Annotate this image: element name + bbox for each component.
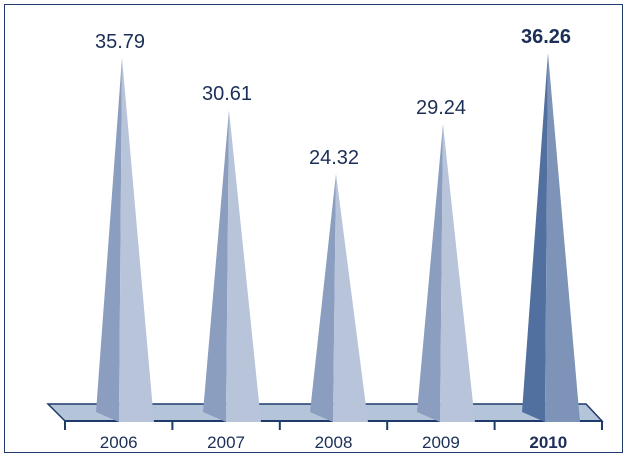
bar-face-right bbox=[119, 57, 154, 423]
bar-2009 bbox=[417, 124, 475, 422]
value-label-2009: 29.24 bbox=[416, 97, 466, 119]
value-label-2010: 36.26 bbox=[521, 26, 571, 48]
category-labels-group: 2006 2007 2008 2009 2010 bbox=[100, 433, 567, 452]
bar-face-left bbox=[96, 57, 122, 423]
bar-face-right bbox=[226, 110, 261, 422]
category-label-2010: 2010 bbox=[529, 433, 567, 452]
bar-2008 bbox=[310, 173, 368, 422]
category-label-2007: 2007 bbox=[207, 433, 245, 452]
value-label-2007: 30.61 bbox=[202, 83, 252, 105]
bar-face-left bbox=[417, 124, 443, 422]
category-label-2009: 2009 bbox=[422, 433, 460, 452]
bar-face-right bbox=[333, 173, 368, 422]
value-labels-group: 35.79 30.61 24.32 29.24 36.26 bbox=[95, 26, 571, 169]
bar-2006 bbox=[96, 57, 154, 423]
x-axis-ticks bbox=[64, 421, 603, 430]
value-label-2006: 35.79 bbox=[95, 31, 145, 53]
bar-2007 bbox=[203, 110, 261, 422]
bar-face-right bbox=[440, 124, 475, 422]
category-label-2006: 2006 bbox=[100, 433, 138, 452]
category-label-2008: 2008 bbox=[315, 433, 353, 452]
bar-face-left bbox=[522, 53, 548, 422]
bar-face-left bbox=[203, 110, 229, 422]
bar-face-right bbox=[545, 53, 580, 422]
bar-face-left bbox=[310, 173, 336, 422]
bars-group bbox=[96, 53, 580, 423]
bar-2010 bbox=[522, 53, 580, 422]
value-label-2008: 24.32 bbox=[309, 147, 359, 169]
